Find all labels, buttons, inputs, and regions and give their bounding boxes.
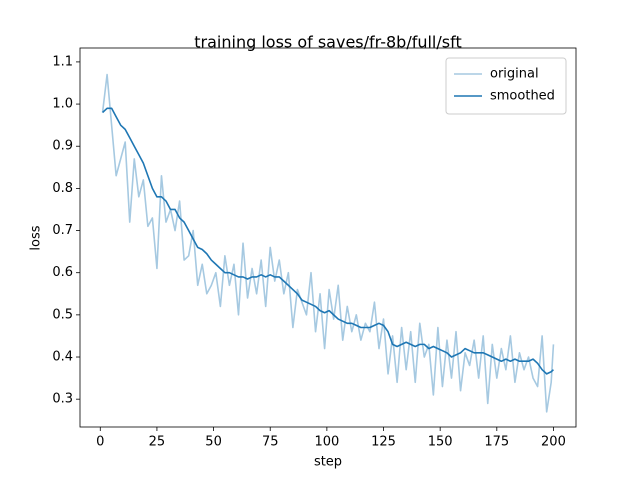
- y-tick-label: 0.5: [52, 307, 73, 322]
- y-tick-label: 0.4: [52, 350, 73, 365]
- line-series: [102, 107, 554, 375]
- x-tick-label: 150: [428, 435, 453, 450]
- x-tick-label: 25: [149, 435, 166, 450]
- legend-label: smoothed: [490, 89, 555, 104]
- y-tick-label: 0.7: [52, 223, 73, 238]
- x-tick-label: 200: [541, 435, 566, 450]
- y-tick-label: 1.0: [52, 97, 73, 112]
- y-axis-label: loss: [29, 225, 44, 250]
- x-tick-label: 100: [314, 435, 339, 450]
- x-tick-label: 175: [484, 435, 509, 450]
- legend-box: [445, 57, 567, 115]
- plot-frame: [79, 47, 577, 428]
- y-tick-label: 0.8: [52, 181, 73, 196]
- chart-title: training loss of saves/fr-8b/full/sft: [194, 33, 461, 52]
- x-tick-label: 75: [262, 435, 279, 450]
- x-tick-label: 0: [96, 435, 104, 450]
- x-axis-label: step: [314, 455, 342, 470]
- x-tick-label: 50: [205, 435, 222, 450]
- y-tick-label: 1.1: [52, 54, 73, 69]
- y-tick-label: 0.6: [52, 265, 73, 280]
- legend-label: original: [490, 67, 539, 82]
- y-tick-label: 0.9: [52, 139, 73, 154]
- y-tick-label: 0.3: [52, 392, 73, 407]
- x-tick-label: 125: [371, 435, 396, 450]
- line-series: [101, 73, 555, 413]
